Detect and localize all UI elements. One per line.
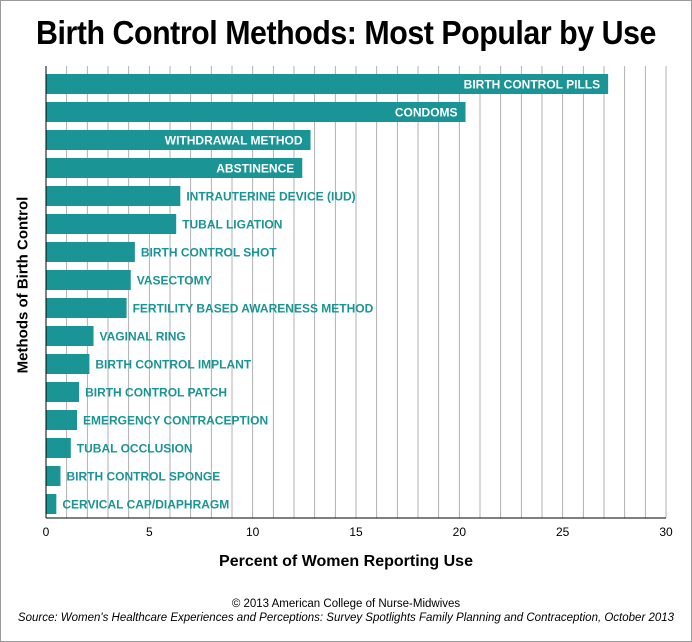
bar-label: TUBAL LIGATION [182, 218, 282, 232]
x-tick-label: 15 [349, 525, 363, 539]
bar [46, 214, 177, 234]
bar [46, 410, 77, 430]
y-axis-label-text: Methods of Birth Control [14, 196, 32, 374]
bar-label: BIRTH CONTROL SHOT [141, 246, 277, 260]
bar-label: VAGINAL RING [100, 330, 186, 344]
bar [46, 130, 311, 150]
bar [46, 270, 131, 290]
bar [46, 466, 61, 486]
bar [46, 494, 57, 514]
bar [46, 382, 80, 402]
x-tick-labels: 0 5 10 15 20 25 30 [43, 525, 673, 539]
bars: BIRTH CONTROL PILLS CONDOMS WITHDRAWAL MET… [46, 74, 609, 514]
x-tick-label: 0 [43, 525, 50, 539]
bar-label: CERVICAL CAP/DIAPHRAGM [62, 498, 229, 512]
x-tick-label: 25 [556, 525, 570, 539]
x-tick-label: 20 [453, 525, 467, 539]
bar-label: VASECTOMY [137, 274, 212, 288]
bar-label: FERTILITY BASED AWARENESS METHOD [133, 302, 374, 316]
bar-label: INTRAUTERINE DEVICE (IUD) [186, 190, 355, 204]
bar-label: CONDOMS [395, 106, 458, 120]
chart-title: Birth Control Methods: Most Popular by U… [36, 14, 656, 51]
x-tick-label: 10 [246, 525, 260, 539]
bar [46, 158, 303, 178]
bar [46, 326, 94, 346]
x-tick-label: 30 [659, 525, 673, 539]
bar [46, 102, 466, 122]
source-note: Source: Women's Healthcare Experiences a… [17, 612, 675, 624]
bar-label: BIRTH CONTROL IMPLANT [95, 358, 251, 372]
bar [46, 74, 609, 94]
x-axis-label: Percent of Women Reporting Use [219, 553, 473, 570]
bar-label: BIRTH CONTROL SPONGE [66, 470, 220, 484]
bar-label: WITHDRAWAL METHOD [165, 134, 303, 148]
bar-label: BIRTH CONTROL PILLS [464, 78, 600, 92]
bar-label: TUBAL OCCLUSION [77, 442, 193, 456]
copyright-note: © 2013 American College of Nurse-Midwive… [231, 598, 461, 610]
bar [46, 242, 135, 262]
bar-label: ABSTINENCE [216, 162, 294, 176]
bar-label: EMERGENCY CONTRACEPTION [83, 414, 268, 428]
bar [46, 438, 71, 458]
bar [46, 298, 127, 318]
bar-label: BIRTH CONTROL PATCH [85, 386, 227, 400]
bar [46, 186, 181, 206]
x-tick-label: 5 [146, 525, 153, 539]
axes [45, 66, 666, 519]
bar [46, 354, 90, 374]
